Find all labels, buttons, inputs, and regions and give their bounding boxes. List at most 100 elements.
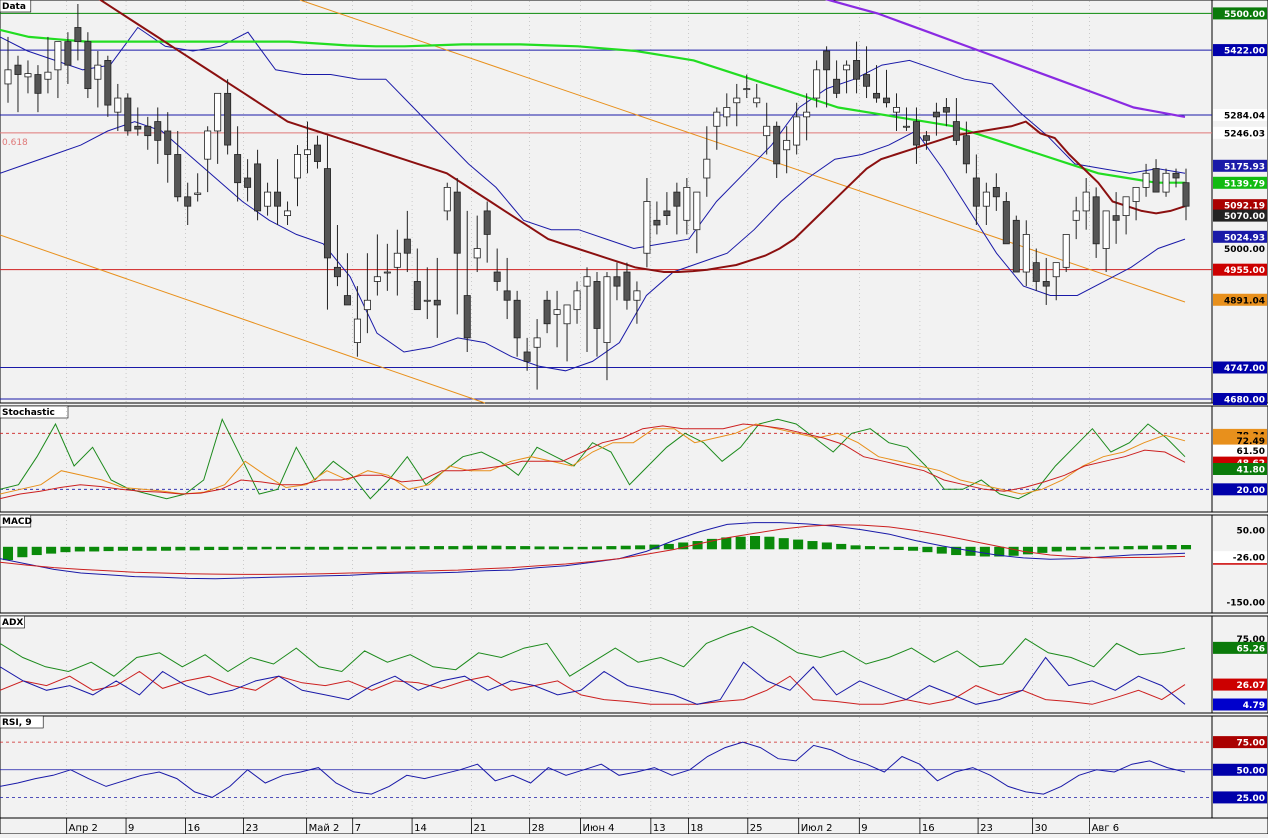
bollinger-lower xyxy=(0,121,1186,372)
macd-histogram-bar xyxy=(1180,545,1192,550)
macd-histogram-bar xyxy=(146,546,157,551)
candle-body xyxy=(1182,182,1190,207)
x-axis-label: 18 xyxy=(690,823,703,834)
moving-average-purple xyxy=(824,0,1186,118)
macd-histogram-bar xyxy=(908,546,919,551)
candle-body xyxy=(433,299,441,306)
candle-body xyxy=(1132,186,1140,202)
macd-histogram-bar xyxy=(189,546,200,551)
price-label: 4891.04 xyxy=(1224,296,1265,306)
macd-histogram-bar xyxy=(347,546,358,550)
panel-title: Stochastic xyxy=(2,408,55,418)
x-axis-label: 14 xyxy=(414,823,427,834)
plot-area xyxy=(0,405,1213,513)
candle-body xyxy=(493,271,501,282)
candle-body xyxy=(1032,262,1040,282)
macd-histogram-bar xyxy=(362,546,373,550)
macd-histogram-bar xyxy=(692,541,703,550)
price-label-bg xyxy=(1213,159,1267,172)
price-label-bg xyxy=(1213,293,1267,306)
macd-histogram-bar xyxy=(879,546,890,550)
panel-title: MACD xyxy=(2,517,32,527)
stochastic-line xyxy=(0,423,1186,495)
candle-body xyxy=(1002,201,1010,245)
price-label-bg xyxy=(1213,44,1267,57)
macd-histogram-bar xyxy=(1123,546,1134,550)
candle-body xyxy=(833,78,841,94)
macd-histogram-bar xyxy=(1152,545,1163,550)
macd-histogram-bar xyxy=(505,546,516,550)
macd-histogram-bar xyxy=(1109,546,1120,550)
candle-body xyxy=(873,92,881,99)
panel-title-box xyxy=(0,405,69,419)
candle-body xyxy=(793,116,801,146)
candle-body xyxy=(863,74,871,87)
candle-body xyxy=(623,271,631,301)
macd-histogram-bar xyxy=(1094,546,1105,550)
macd-histogram-bar xyxy=(1022,546,1034,555)
x-axis: Апр 2 9 16 23 Май 2 7 14 21 28 Июн 4 13 18 25 Июл 2 9 1… xyxy=(0,817,1268,835)
candle-body xyxy=(513,299,521,339)
adx-value-bg xyxy=(1213,641,1267,654)
candle-body xyxy=(1092,196,1100,245)
candle-body xyxy=(523,351,531,362)
x-axis-label: Авг 6 xyxy=(1092,823,1120,834)
candle-body xyxy=(323,168,331,259)
stochastic-value-bg xyxy=(1213,483,1267,496)
candle-body xyxy=(942,107,950,113)
candle-body xyxy=(393,252,401,268)
panel-title-box xyxy=(0,615,25,629)
candle-body xyxy=(932,111,940,118)
macd-tick-label: 50.00 xyxy=(1237,526,1265,536)
x-axis-label: Июл 2 xyxy=(801,823,833,834)
macd-value: -26.00 xyxy=(1233,554,1265,564)
candle-body xyxy=(813,69,821,99)
candle-body xyxy=(244,177,252,188)
macd-histogram-bar xyxy=(936,546,947,554)
candle-body xyxy=(363,299,371,311)
candle-body xyxy=(773,125,781,165)
macd-histogram-bar xyxy=(2,546,14,561)
candle-body xyxy=(463,295,471,339)
macd-histogram-bar xyxy=(577,546,588,550)
candle-body xyxy=(124,97,132,132)
candle-body xyxy=(174,154,182,198)
x-axis-label: 9 xyxy=(128,823,134,834)
candle-body xyxy=(1172,172,1180,179)
macd-histogram-bar xyxy=(433,546,445,550)
candle-body xyxy=(1122,196,1130,217)
macd-histogram-bar xyxy=(548,546,559,550)
stochastic-value: 41.80 xyxy=(1237,465,1265,475)
macd-histogram-bar xyxy=(793,539,804,550)
candle-body xyxy=(653,219,661,226)
candle-body xyxy=(453,191,461,254)
macd-histogram-bar xyxy=(635,545,646,550)
macd-histogram-bar xyxy=(1066,546,1077,551)
x-axis-label: Май 2 xyxy=(309,823,340,834)
candle-body xyxy=(343,295,351,306)
candle-body xyxy=(1112,215,1120,221)
stochastic-value-bg xyxy=(1213,462,1267,475)
candle-body xyxy=(1072,210,1080,221)
candle-body xyxy=(633,290,641,301)
candle-body xyxy=(783,139,791,151)
x-axis-label: 16 xyxy=(922,823,935,834)
candle-body xyxy=(104,60,112,106)
candle-body xyxy=(683,186,691,221)
macd-histogram-bar xyxy=(491,545,502,550)
macd-tick-label: -150.00 xyxy=(1227,598,1265,608)
candle-body xyxy=(383,271,391,274)
candle-body xyxy=(1042,281,1050,287)
price-label: 4680.00 xyxy=(1224,396,1265,406)
x-axis-label: 21 xyxy=(473,823,486,834)
macd-histogram-bar xyxy=(836,543,847,550)
price-label-bg xyxy=(1213,209,1267,222)
price-label: 5500.00 xyxy=(1224,10,1265,20)
macd-histogram-bar xyxy=(735,536,746,550)
macd-histogram-bar xyxy=(17,546,28,558)
macd-histogram-bar xyxy=(749,536,761,550)
price-label: 5024.93 xyxy=(1224,233,1265,243)
